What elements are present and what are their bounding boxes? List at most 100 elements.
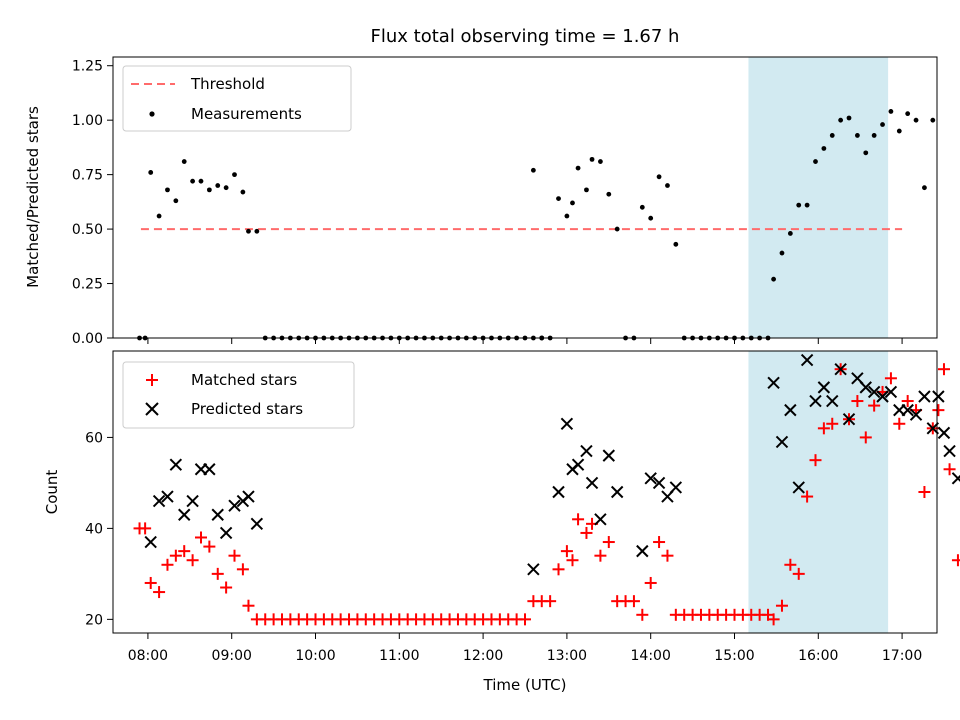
matched-star-point [627,595,640,608]
predicted-star-point [926,422,940,435]
bottom-x-ticks: 08:00 09:00 10:00 11:00 12:00 13:00 14:00 15:00… [128,633,922,664]
predicted-star-point [219,526,233,540]
predicted-star-point [842,413,856,426]
matched-star-point [203,540,216,553]
x-tick-label: 09:00 [212,648,252,664]
measurement-point [240,189,246,195]
measurement-point [673,241,679,247]
predicted-star-point [211,508,224,521]
predicted-star-point [560,417,574,430]
measurement-point [223,185,229,191]
predicted-star-point [636,544,649,558]
measurement-point [530,167,536,173]
predicted-star-point [800,353,814,367]
predicted-star-point [943,444,956,458]
y-tick-label: 60 [85,430,103,446]
measurement-point [838,117,844,123]
matched-star-point [552,563,565,576]
predicted-star-point [792,481,805,494]
top-highlight-span [748,57,889,338]
predicted-star-point [918,390,931,403]
matched-star-point [220,581,233,594]
predicted-star-point [809,394,822,408]
predicted-star-point [610,485,624,499]
predicted-star-point [242,490,255,503]
matched-star-point [859,431,872,444]
measurement-point [614,226,620,232]
y-tick-label: 0.25 [72,277,103,293]
measurement-point [198,178,204,184]
matched-star-point [775,599,788,612]
y-tick-label: 0.50 [72,222,103,238]
predicted-star-point [152,494,166,508]
measurement-point [556,196,561,201]
measurement-point [813,159,818,164]
legend-matched-label: Matched stars [191,371,297,389]
matched-star-point [236,563,249,576]
predicted-star-point [602,449,616,462]
measurement-point [896,128,902,134]
bottom-plot-frame [112,350,938,634]
measurement-point [829,133,835,138]
measurement-point [190,178,196,184]
top-y-ticks: 0.00 0.25 0.50 0.75 1.00 1.25 [72,59,113,347]
measurement-point [871,133,877,138]
predicted-star-point [203,463,216,476]
measurement-point [888,109,894,114]
matched-star-point [937,363,950,376]
predicted-star-point [144,535,157,549]
predicted-star-point [527,563,540,576]
predicted-star-point [909,408,923,421]
predicted-star-point [161,490,174,503]
predicted-star-point [250,517,264,531]
legend-threshold-label: Threshold [190,75,265,93]
matched-star-point [228,549,241,562]
x-tick-label: 10:00 [295,648,335,664]
bottom-legend-box [122,361,355,429]
matched-star-point [211,567,224,580]
y-tick-label: 40 [85,521,103,537]
matched-star-point [544,595,557,608]
measurement-point [215,183,221,188]
matched-star-point [594,549,607,562]
matched-star-point [868,399,881,412]
matched-star-point [161,558,174,571]
measurement-point [880,122,885,127]
x-tick-label: 14:00 [631,648,671,664]
measurement-point [913,117,919,123]
predicted-star-point [859,381,872,394]
matched-star-point [918,486,931,498]
matched-star-point [644,576,657,589]
x-tick-label: 12:00 [463,648,503,664]
measurement-point [173,198,179,204]
matched-star-point [519,613,531,626]
legend-predicted-label: Predicted stars [191,400,303,418]
predicted-star-point [178,508,191,521]
matched-star-point [884,372,897,385]
predicted-star-point [580,444,593,458]
measurement-point [863,150,869,156]
predicted-star-point [552,485,565,499]
predicted-star-point [228,499,241,512]
predicted-star-point [652,476,666,490]
matched-stars-points [133,363,960,626]
legend-predicted-swatch [145,402,159,416]
measurement-point [206,187,212,193]
top-legend: Threshold Measurements [122,65,352,132]
measurement-point [156,213,162,219]
measurement-point [821,146,827,151]
measurement-point [648,215,654,221]
matched-star-point [636,608,649,621]
chart-title: Flux total observing time = 1.67 h [371,26,680,47]
matched-star-point [826,417,839,430]
x-tick-label: 15:00 [714,648,754,664]
matched-star-point [153,586,166,599]
predicted-star-point [951,472,960,485]
predicted-stars-points [144,353,960,576]
measurement-point [779,250,785,256]
measurement-point [606,191,612,197]
measurement-point [570,200,575,206]
top-x-ticks [147,338,903,344]
matched-star-point [144,576,157,589]
